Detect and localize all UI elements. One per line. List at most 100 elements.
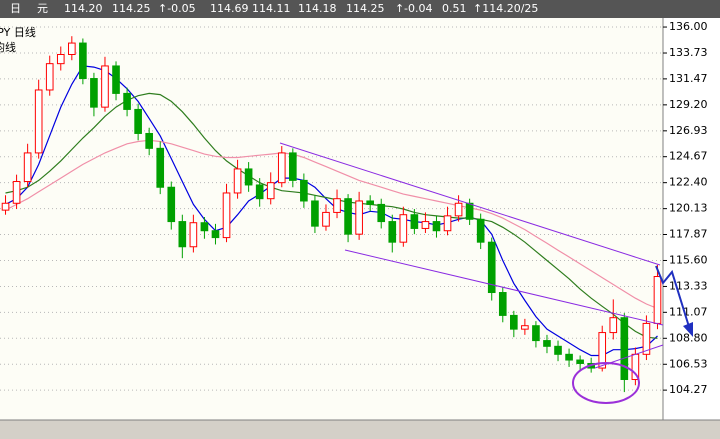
candle-body (255, 184, 264, 200)
y-tick-label: 117.87 (669, 228, 708, 241)
y-tick-label: 129.20 (669, 98, 708, 111)
forecast-arrow (655, 265, 691, 331)
y-tick-label: 120.13 (669, 202, 708, 215)
moving-average (5, 92, 658, 339)
quote-item: 0.51 (442, 2, 467, 15)
candle-body (277, 152, 286, 184)
candle-body (134, 108, 142, 134)
y-tick-label: 104.27 (669, 383, 708, 396)
candle-body (344, 198, 352, 235)
candle-body (311, 200, 319, 227)
candle-body (653, 276, 662, 324)
quote-item: ↑114.20/25 (473, 2, 538, 15)
candle-body (465, 202, 474, 220)
candle-body (521, 325, 529, 330)
candle-body (421, 221, 430, 229)
axis-area (663, 18, 720, 420)
quote-item: ↑ (395, 2, 404, 15)
quote-item: -0.04 (404, 2, 432, 15)
candle-body (498, 292, 507, 316)
chart-label: 均线 (0, 40, 16, 54)
candle-body (620, 317, 629, 380)
quote-item: 日 (10, 2, 21, 15)
quote-item: 114.18 (298, 2, 337, 15)
candle-body (222, 192, 231, 239)
quote-item: 114.25 (346, 2, 385, 15)
candle-body (45, 63, 54, 91)
candle-body (211, 230, 220, 239)
quote-bar (0, 0, 720, 18)
y-tick-label: 133.73 (669, 46, 708, 59)
quote-item: 114.25 (112, 2, 151, 15)
candle-body (68, 42, 76, 56)
y-tick-label: 126.93 (669, 124, 708, 137)
candle-body (410, 214, 419, 229)
candle-body (289, 152, 297, 181)
candle-body (598, 332, 607, 369)
candle-body (642, 322, 651, 355)
candle-body (543, 340, 551, 347)
annotations (279, 142, 693, 404)
candle-body (1, 202, 10, 211)
candle-body (609, 317, 618, 334)
candle-body (34, 89, 43, 154)
candle-body (233, 168, 242, 194)
trend-line (594, 344, 664, 369)
candle-body (23, 152, 32, 183)
candle-body (156, 147, 165, 188)
quote-item: ↑-0.05 (158, 2, 196, 15)
candle-body (90, 78, 98, 108)
y-tick-label: 108.80 (669, 331, 708, 344)
highlight-ellipse (572, 362, 640, 404)
candle-body (79, 42, 87, 80)
candle-body (167, 186, 176, 223)
candle-body (322, 211, 330, 227)
y-tick-label: 111.07 (669, 305, 708, 318)
candle-body (244, 168, 253, 186)
y-tick-label: 131.47 (669, 72, 708, 85)
candle-body (145, 132, 153, 149)
candle-body (510, 314, 518, 330)
candle-body (355, 200, 363, 235)
candle-body (366, 200, 374, 205)
arrow-head (683, 322, 693, 337)
candle-body (123, 92, 131, 110)
candle-body (443, 215, 452, 232)
candle-body (476, 218, 485, 243)
candle-body (399, 214, 408, 243)
quote-item: 114.20 (64, 2, 103, 15)
candle-body (487, 241, 496, 294)
candle-body (576, 359, 584, 364)
y-tick-label: 113.33 (669, 279, 708, 292)
candle-body (101, 65, 109, 108)
candle-body (300, 179, 308, 202)
y-tick-label: 122.40 (669, 176, 708, 189)
candle-body (565, 353, 573, 361)
y-tick-label: 136.00 (669, 20, 708, 33)
candle-body (200, 222, 209, 232)
candle-body (554, 345, 562, 355)
moving-average (5, 139, 658, 310)
chart-label: JPY 日线 (0, 25, 36, 39)
trend-line (279, 142, 661, 266)
candle-body (377, 203, 386, 223)
trend-line (344, 249, 664, 326)
y-tick-label: 115.60 (669, 253, 708, 266)
candle-body (189, 222, 198, 248)
candle-body (388, 221, 397, 243)
candle-body (56, 54, 65, 65)
quote-item: 114.11 (252, 2, 291, 15)
candle-body (266, 182, 275, 200)
candle-body (178, 221, 187, 248)
y-tick-label: 106.53 (669, 357, 708, 370)
candle-body (432, 221, 441, 232)
candle-body (532, 325, 540, 342)
plot-area (0, 18, 663, 420)
candle-body (12, 181, 21, 204)
y-tick-label: 124.67 (669, 150, 708, 163)
candle-body (333, 198, 341, 213)
quote-item: 元 (37, 2, 48, 15)
candle-body (112, 65, 120, 94)
candle-body (454, 202, 463, 217)
